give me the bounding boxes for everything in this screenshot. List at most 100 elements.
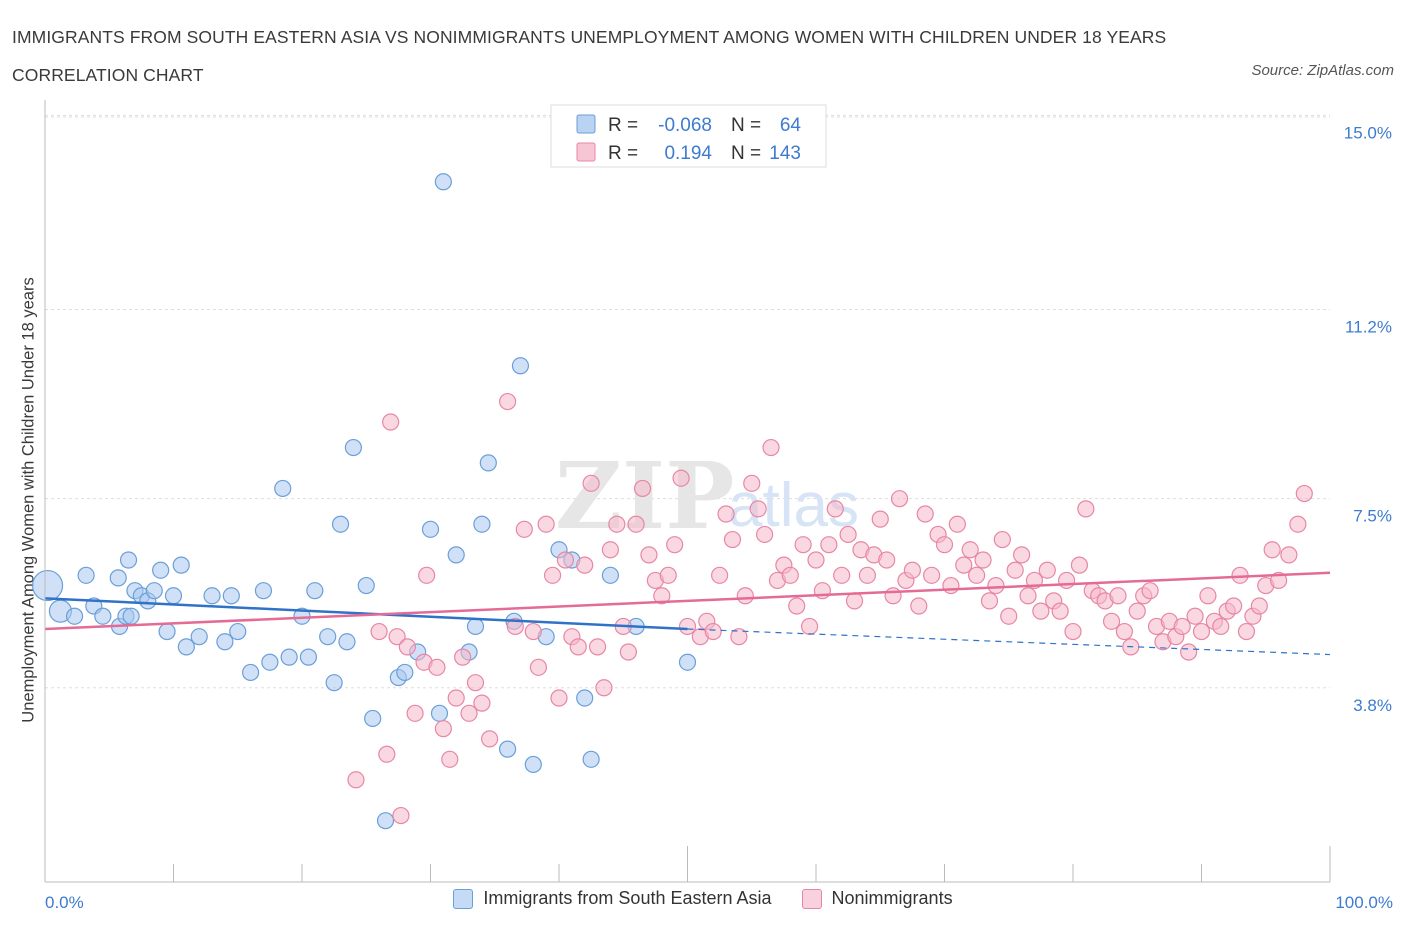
pink-point [826, 500, 844, 518]
blue-point [172, 556, 190, 574]
pink-point [807, 551, 825, 569]
stats-swatch [576, 114, 596, 134]
blue-trend-extension [687, 628, 1331, 656]
pink-point [398, 638, 416, 656]
pink-point [347, 771, 365, 789]
points-layer [31, 173, 1313, 830]
blue-point [344, 438, 362, 457]
pink-point [582, 474, 600, 492]
pink-point [537, 515, 555, 533]
pink-point [1180, 643, 1198, 661]
blue-point [280, 648, 298, 666]
pink-point [1225, 597, 1243, 615]
legend-item-nonimmigrants[interactable]: Nonimmigrants [801, 888, 953, 909]
pink-point [1032, 602, 1050, 620]
pink-point [1128, 602, 1146, 620]
blue-point [254, 582, 273, 600]
pink-point [871, 510, 889, 528]
pink-point [627, 515, 645, 533]
pink-point [788, 597, 806, 615]
blue-point [396, 663, 414, 682]
pink-point [948, 515, 966, 533]
blue-point [77, 566, 95, 584]
pink-point [576, 556, 594, 574]
blue-point [274, 479, 292, 498]
stats-n-value: 143 [769, 143, 801, 164]
pink-point [473, 694, 491, 712]
blue-point [524, 755, 542, 774]
pink-point [955, 556, 973, 574]
pink-point [378, 745, 396, 763]
pink-point [1006, 561, 1024, 579]
blue-point [319, 628, 337, 646]
pink-point [543, 566, 562, 584]
stats-r-label: R = [608, 115, 638, 136]
blue-point [216, 633, 234, 651]
blue-point [119, 551, 138, 569]
pink-point [447, 689, 465, 707]
pink-point [916, 505, 934, 523]
pink-point [1192, 622, 1211, 641]
pink-point [441, 750, 459, 768]
stats-r-value: 0.194 [664, 143, 712, 164]
pink-point [1199, 587, 1217, 605]
trend-layer [44, 571, 1331, 656]
y-tick-label: 15.0% [1344, 123, 1392, 142]
pink-point [1212, 617, 1230, 636]
y-tick-label: 3.8% [1353, 696, 1392, 715]
pink-point [640, 546, 658, 564]
pink-point [588, 638, 607, 656]
pink-point [1012, 546, 1031, 564]
blue-point [331, 515, 350, 533]
pink-point [794, 536, 812, 554]
blue-point [152, 561, 170, 579]
pink-point [878, 551, 896, 569]
pink-point [717, 505, 735, 523]
pink-point [820, 536, 838, 554]
pink-point [1250, 597, 1268, 615]
pink-point [515, 520, 533, 538]
pink-point [1051, 602, 1069, 620]
pink-point [633, 479, 652, 498]
pink-point [1070, 556, 1089, 574]
pink-point [550, 689, 568, 707]
pink-point [858, 566, 877, 584]
stats-r-label: R = [608, 143, 638, 164]
legend-layer: R = -0.068 N = 64 R = 0.194 N = 143 [550, 104, 827, 168]
blue-point [338, 633, 356, 651]
blue-point [499, 740, 517, 758]
pink-point [1295, 484, 1313, 503]
blue-trend-line [44, 597, 688, 631]
pink-point [736, 587, 754, 605]
pink-point [460, 704, 478, 722]
stats-swatch [576, 142, 596, 162]
pink-point [749, 500, 767, 518]
pink-point [666, 536, 684, 554]
pink-point [595, 679, 613, 697]
pink-point [723, 530, 742, 549]
blue-point [421, 520, 440, 538]
blue-point [479, 454, 497, 472]
blue-point [357, 576, 375, 595]
pink-point [392, 806, 410, 825]
legend-item-immigrants[interactable]: Immigrants from South Eastern Asia [453, 888, 772, 909]
pink-point [569, 638, 587, 656]
pink-point [1263, 541, 1281, 559]
blue-point [164, 587, 183, 605]
pink-point [890, 490, 909, 508]
pink-point [800, 617, 819, 636]
blue-point [678, 653, 697, 671]
pink-point [762, 438, 780, 457]
pink-point [1077, 500, 1095, 518]
legend-label-immigrants: Immigrants from South Eastern Asia [483, 888, 772, 908]
pink-point [382, 413, 400, 431]
pink-trend-line [44, 571, 1331, 631]
pink-point [406, 704, 424, 722]
y-tick-label: 11.2% [1345, 318, 1392, 337]
pink-point [839, 525, 857, 544]
blue-point [109, 569, 127, 587]
pink-point [1109, 587, 1127, 605]
pink-point [428, 658, 446, 676]
